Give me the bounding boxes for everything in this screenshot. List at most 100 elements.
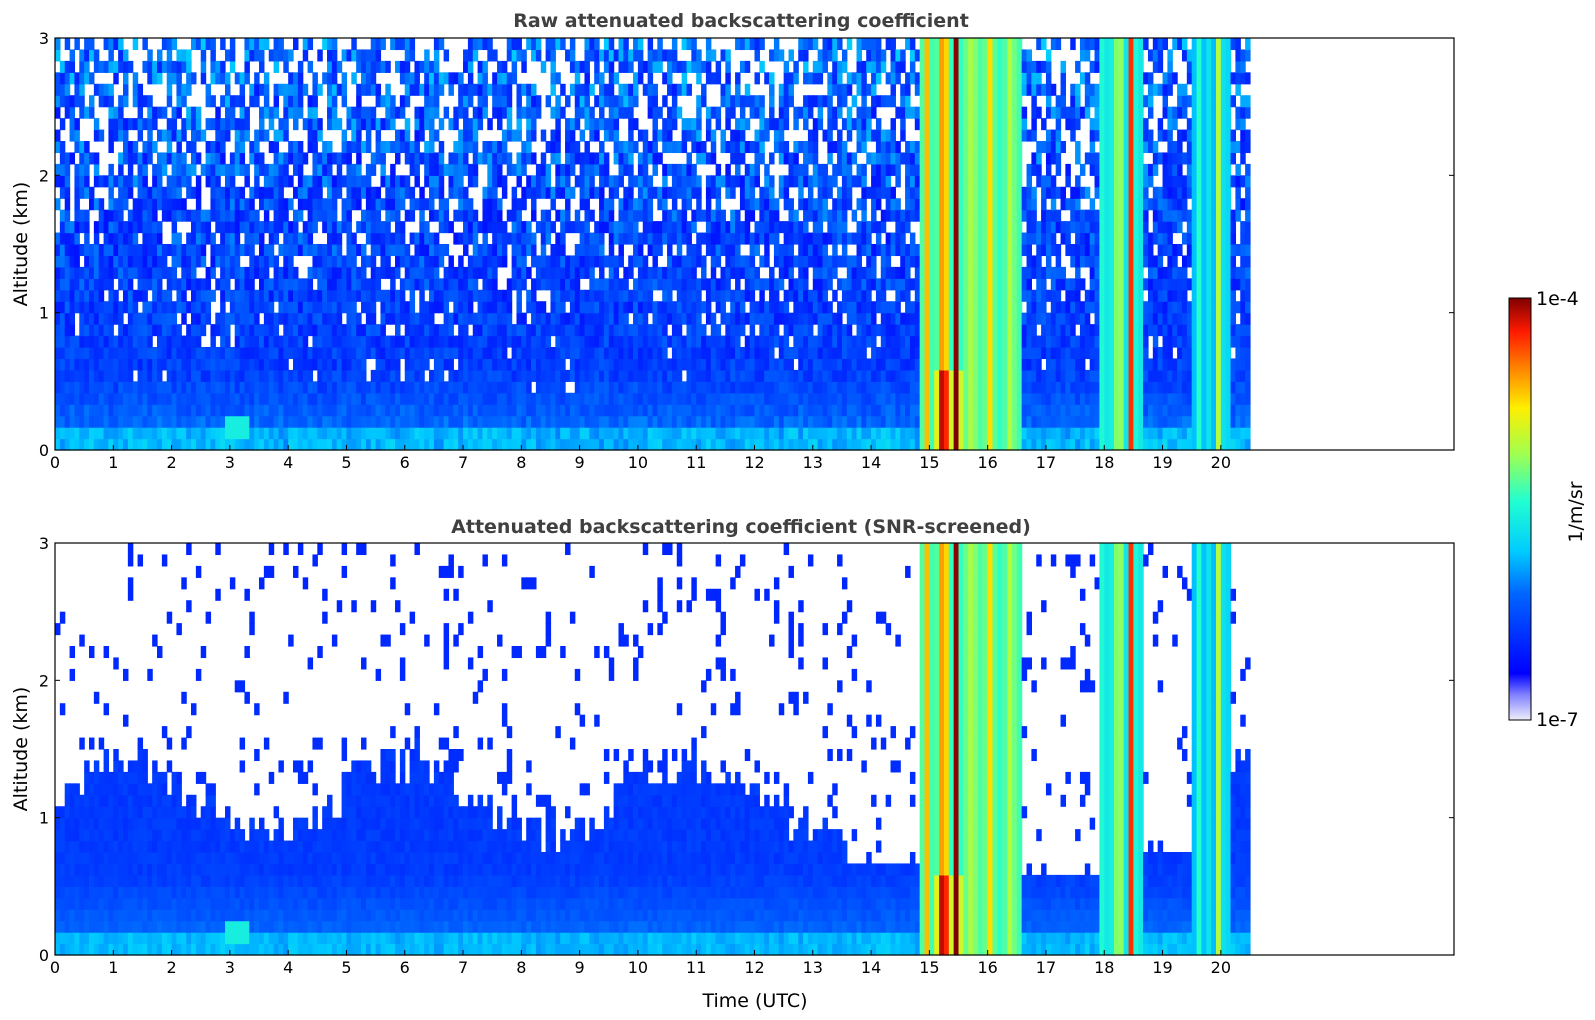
heatmap-cell (652, 278, 658, 291)
heatmap-cell (395, 175, 401, 188)
heatmap-cell (535, 266, 542, 279)
heatmap-cell (856, 404, 862, 417)
heatmap-cell (788, 152, 794, 165)
heatmap-cell (312, 255, 318, 268)
heatmap-cell (225, 129, 231, 142)
heatmap-cell (98, 369, 105, 382)
heatmap-cell (701, 232, 707, 245)
heatmap-cell (667, 381, 673, 394)
heatmap-cell (254, 163, 260, 176)
heatmap-cell (705, 404, 712, 417)
heatmap-cell (215, 141, 221, 154)
heatmap-cell (492, 369, 498, 382)
heatmap-cell (472, 118, 479, 131)
heatmap-cell (701, 324, 707, 337)
heatmap-cell (880, 369, 887, 382)
heatmap-cell (327, 381, 333, 394)
heatmap-cell (69, 438, 76, 451)
heatmap-cell (540, 255, 547, 268)
heatmap-cell (239, 335, 246, 348)
heatmap-cell (686, 232, 692, 245)
heatmap-cell (608, 38, 615, 51)
heatmap-cell (637, 404, 644, 417)
heatmap-cell (560, 324, 566, 337)
heatmap-cell (346, 369, 352, 382)
heatmap-cell (550, 404, 556, 417)
heatmap-cell (414, 106, 420, 119)
heatmap-cell (492, 312, 498, 325)
heatmap-cell (856, 163, 862, 176)
heatmap-cell (331, 404, 338, 417)
heatmap-cell (472, 381, 479, 394)
heatmap-cell (803, 118, 809, 131)
heatmap-cell (297, 369, 304, 382)
heatmap-cell (467, 49, 474, 62)
heatmap-cell (307, 232, 314, 245)
heatmap-cell (424, 175, 430, 188)
heatmap-cell (851, 266, 858, 279)
heatmap-cell (773, 312, 780, 325)
heatmap-cell (851, 118, 858, 131)
heatmap-cell (803, 49, 809, 62)
heatmap-cell (64, 324, 71, 337)
heatmap-cell (463, 404, 469, 417)
heatmap-cell (803, 289, 809, 302)
heatmap-cell (608, 49, 615, 62)
heatmap-cell (186, 438, 192, 451)
heatmap-cell (89, 438, 95, 451)
heatmap-cell (191, 301, 197, 314)
heatmap-cell (390, 209, 396, 222)
heatmap-cell (506, 83, 513, 96)
heatmap-cell (579, 335, 586, 348)
heatmap-cell (613, 427, 620, 440)
heatmap-cell (516, 49, 522, 62)
heatmap-cell (259, 358, 265, 371)
heatmap-cell (118, 209, 124, 222)
heatmap-cell (433, 404, 440, 417)
heatmap-cell (302, 427, 309, 440)
heatmap-cell (628, 438, 634, 451)
heatmap-cell (429, 347, 435, 360)
heatmap-cell (108, 83, 114, 96)
heatmap-cell (667, 49, 673, 62)
heatmap-cell (637, 60, 644, 73)
heatmap-cell (239, 209, 246, 222)
heatmap-cell (608, 175, 615, 188)
heatmap-cell (783, 221, 790, 234)
heatmap-cell (817, 347, 824, 360)
heatmap-cell (715, 244, 722, 257)
heatmap-cell (812, 427, 819, 440)
heatmap-cell (730, 381, 736, 394)
heatmap-cell (783, 152, 790, 165)
heatmap-cell (409, 163, 416, 176)
heatmap-cell (370, 289, 377, 302)
heatmap-cell (195, 175, 202, 188)
heatmap-cell (633, 347, 639, 360)
heatmap-cell (885, 95, 892, 108)
heatmap-cell (837, 358, 843, 371)
heatmap-cell (74, 381, 80, 394)
heatmap-cell (875, 301, 882, 314)
heatmap-cell (846, 163, 853, 176)
heatmap-cell (390, 301, 396, 314)
heatmap-cell (594, 289, 600, 302)
heatmap-cell (424, 232, 430, 245)
heatmap-cell (385, 404, 391, 417)
heatmap-cell (550, 106, 556, 119)
heatmap-cell (346, 438, 352, 451)
heatmap-cell (798, 198, 804, 211)
heatmap-cell (414, 141, 420, 154)
heatmap-cell (482, 38, 488, 51)
heatmap-cell (885, 301, 892, 314)
heatmap-cell (239, 415, 246, 428)
heatmap-cell (501, 255, 508, 268)
heatmap-cell (506, 415, 513, 428)
heatmap-cell (691, 49, 697, 62)
heatmap-cell (866, 266, 872, 279)
heatmap-cell (686, 221, 692, 234)
heatmap-cell (812, 335, 819, 348)
heatmap-cell (288, 438, 294, 451)
heatmap-cell (59, 95, 66, 108)
heatmap-cell (492, 152, 498, 165)
heatmap-cell (832, 118, 838, 131)
